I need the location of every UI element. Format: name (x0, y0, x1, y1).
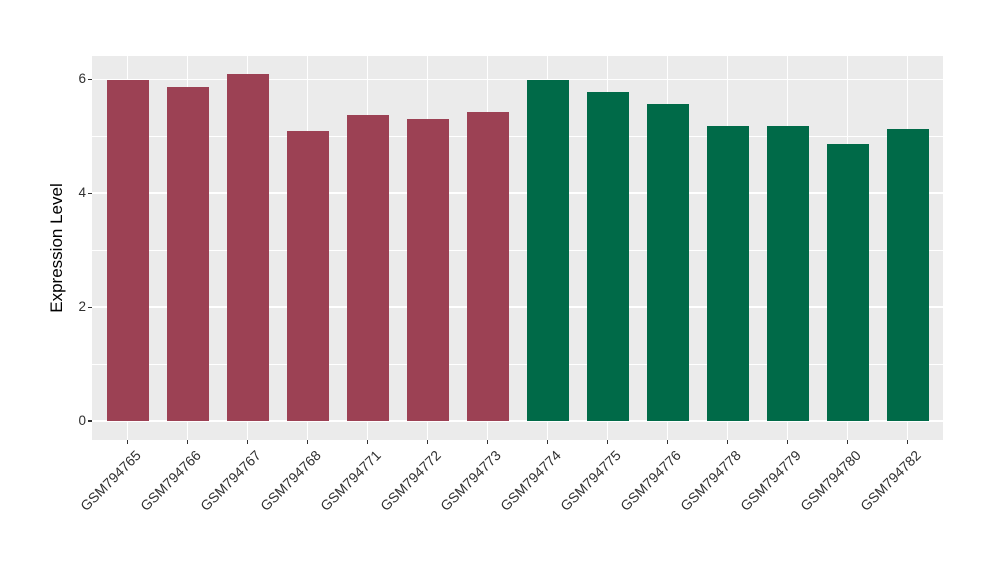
y-axis-tick (88, 420, 92, 422)
x-axis-tick (246, 440, 249, 444)
x-tick-label: GSM794776 (616, 447, 684, 514)
x-tick-label: GSM794772 (376, 447, 444, 514)
gridline-major-horizontal (92, 420, 943, 422)
bar-GSM794768 (286, 131, 329, 421)
bar-GSM794767 (226, 73, 269, 421)
x-axis-tick (426, 440, 429, 444)
x-tick-label: GSM794782 (856, 447, 924, 514)
x-tick-label: GSM794779 (736, 447, 804, 514)
x-tick-label: GSM794767 (196, 447, 264, 514)
x-axis-tick (306, 440, 309, 444)
bar-GSM794776 (646, 104, 689, 421)
y-tick-label: 0 (78, 413, 86, 428)
x-axis-tick (186, 440, 189, 444)
y-axis-tick (88, 306, 92, 308)
x-axis-tick (486, 440, 489, 444)
x-axis-tick (126, 440, 129, 444)
plot-panel (92, 56, 943, 440)
gridline-minor-horizontal (92, 363, 943, 365)
x-axis-tick (906, 440, 909, 444)
x-axis-tick (726, 440, 729, 444)
x-tick-label: GSM794771 (316, 447, 384, 514)
gridline-minor-horizontal (92, 249, 943, 251)
bar-GSM794775 (586, 92, 629, 421)
bar-GSM794771 (346, 115, 389, 421)
bar-GSM794765 (106, 79, 149, 421)
bar-GSM794779 (766, 125, 809, 421)
bar-GSM794766 (166, 86, 209, 421)
x-axis-tick (786, 440, 789, 444)
x-tick-label: GSM794778 (676, 447, 744, 514)
y-axis-tick (88, 78, 92, 80)
gridline-major-horizontal (92, 306, 943, 308)
x-axis-tick (666, 440, 669, 444)
x-axis-tick (606, 440, 609, 444)
bar-GSM794774 (526, 79, 569, 421)
bar-GSM794778 (706, 125, 749, 421)
x-tick-label: GSM794768 (256, 447, 324, 514)
x-tick-label: GSM794775 (556, 447, 624, 514)
bar-GSM794772 (406, 118, 449, 421)
x-tick-label: GSM794780 (796, 447, 864, 514)
y-tick-label: 2 (78, 299, 86, 315)
x-tick-label: GSM794766 (136, 447, 204, 514)
y-tick-label: 6 (78, 71, 86, 87)
y-tick-label: 4 (78, 185, 86, 201)
bar-GSM794782 (886, 129, 929, 421)
x-tick-label: GSM794774 (496, 447, 564, 514)
bar-GSM794773 (466, 111, 509, 421)
x-axis-tick (546, 440, 549, 444)
x-axis-tick (366, 440, 369, 444)
x-axis-tick (846, 440, 849, 444)
y-axis-tick (88, 192, 92, 194)
y-axis-title: Expression Level (47, 183, 66, 313)
bar-GSM794780 (826, 143, 869, 421)
gridline-minor-horizontal (92, 135, 943, 137)
gridline-major-horizontal (92, 78, 943, 81)
x-tick-label: GSM794765 (76, 447, 144, 514)
x-tick-label: GSM794773 (436, 447, 504, 514)
gridline-major-horizontal (92, 192, 943, 194)
